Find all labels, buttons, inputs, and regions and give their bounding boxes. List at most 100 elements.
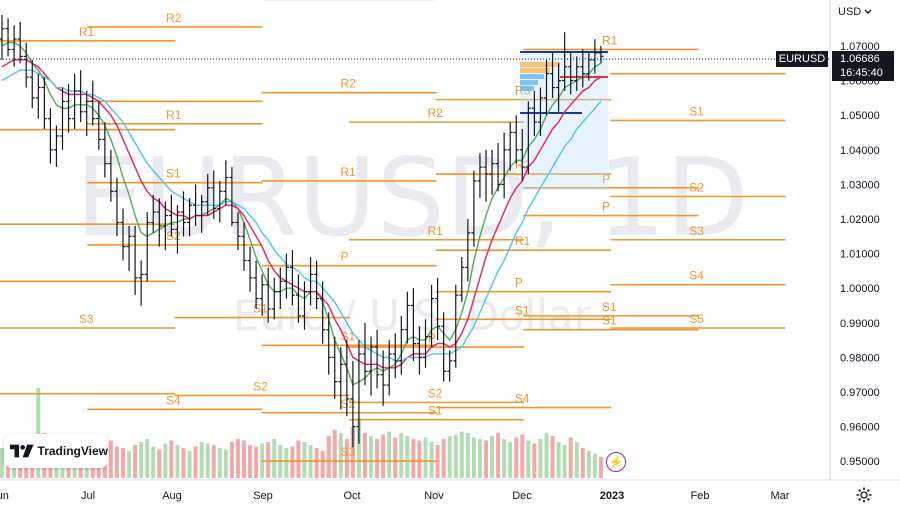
pivot-label: R2 [340,77,356,91]
profile-row [520,62,560,67]
ohlc-bar [320,281,326,344]
ohlc-bar [217,180,223,223]
volume-bar [484,440,488,478]
ohlc-bar [598,46,604,64]
time-tick-label: Aug [162,490,182,502]
ohlc-bar [483,149,489,202]
chevron-down-icon [864,6,872,18]
volume-bar [350,427,355,478]
time-tick-label: Nov [424,490,444,502]
volume-bar [429,442,434,478]
ohlc-bar [410,288,416,361]
ohlc-bar [386,340,392,396]
time-tick-label: Dec [512,490,532,502]
volume-bar [568,437,573,478]
ohlc-bar [441,312,447,382]
price-tick-label: 1.02000 [840,214,880,226]
ohlc-bar [5,18,11,57]
last-price-value: 1.06686 [840,53,880,65]
ohlc-bar [205,174,211,216]
volume-bar [592,454,597,478]
ohlc-bar [477,153,483,199]
ohlc-bar [187,198,193,237]
ohlc-bar [447,350,453,382]
price-tick-label: 0.95000 [840,456,880,468]
ohlc-bar [181,191,186,237]
profile-row [520,68,550,73]
volume-bar [248,445,253,478]
ohlc-bar [507,122,513,171]
pivot-label: S3 [689,224,704,238]
price-tick-label: 0.99000 [840,318,880,330]
price-tick-label: 1.01000 [840,249,880,261]
currency-selector[interactable]: USD [838,6,872,18]
volume-bar [471,437,476,478]
volume-bar [145,439,150,478]
volume-bar [242,440,246,478]
ohlc-bar [404,291,410,344]
lightning-icon[interactable]: ⚡ [606,452,626,472]
price-tick-label: 1.05000 [840,110,880,122]
volume-bar [393,437,398,478]
volume-bar [514,437,519,478]
moving-average-slow [1,69,602,362]
volume-bar [302,442,307,478]
volume-bar [532,443,537,478]
ohlc-bar [513,115,519,164]
ohlc-bar [495,142,501,192]
volume-bar [459,431,464,478]
time-axis[interactable]: Jun Jul Aug Sep Oct Nov Dec 2023 Feb Mar [0,490,790,502]
moving-averages [1,41,602,387]
volume-bar [127,451,132,478]
price-axis[interactable]: 1.070001.060001.050001.040001.030001.020… [840,41,880,468]
pivot-label: P [602,172,610,186]
pivot-label: P [340,250,348,264]
pivot-label: R1 [166,108,182,122]
moving-average-mid [1,59,602,369]
volume-bar [423,437,428,478]
pivot-label: P [602,200,610,214]
pivot-label: R1 [428,224,444,238]
volume-bar [447,436,452,478]
volume-bar [477,439,482,478]
ohlc-bar [66,84,72,133]
ohlc-bar [35,73,41,119]
ohlc-bar [380,350,386,406]
ohlc-bar [235,212,241,251]
volume-bar [290,446,295,478]
pivot-label: R2 [428,106,444,120]
ohlc-bar [17,21,23,64]
ohlc-bar [53,125,59,168]
pivot-label: S4 [515,392,530,406]
volume-bar [217,448,222,478]
volume-bar [169,440,174,478]
pivot-label: P [515,276,523,290]
tradingview-logo[interactable]: TradingView [4,434,108,468]
ohlc-bar [423,319,428,368]
ohlc-bar [271,277,277,320]
ohlc-bar [29,59,35,109]
volume-bar [381,434,386,478]
ohlc-bar [247,246,253,292]
time-tick-label: Jun [0,490,9,502]
gear-icon[interactable] [855,486,873,504]
ohlc-bar [174,205,180,254]
volume-bar [586,451,591,478]
price-tick-label: 1.07000 [840,41,880,53]
ohlc-bar [356,340,362,444]
ohlc-bar [580,49,586,88]
volume-bar [338,433,343,478]
ohlc-bar [259,274,265,316]
time-tick-label: Oct [343,490,360,502]
ohlc-bar [332,336,338,399]
ohlc-bar [229,167,235,226]
ohlc-bar [199,194,205,233]
volume-bar [490,436,495,478]
pivot-label: S1 [340,329,355,343]
ohlc-bar [350,360,356,448]
pivot-label: S1 [602,300,617,314]
pivot-label: S3 [340,445,355,459]
pivot-label: S1 [689,104,704,118]
ohlc-bar [435,277,441,341]
